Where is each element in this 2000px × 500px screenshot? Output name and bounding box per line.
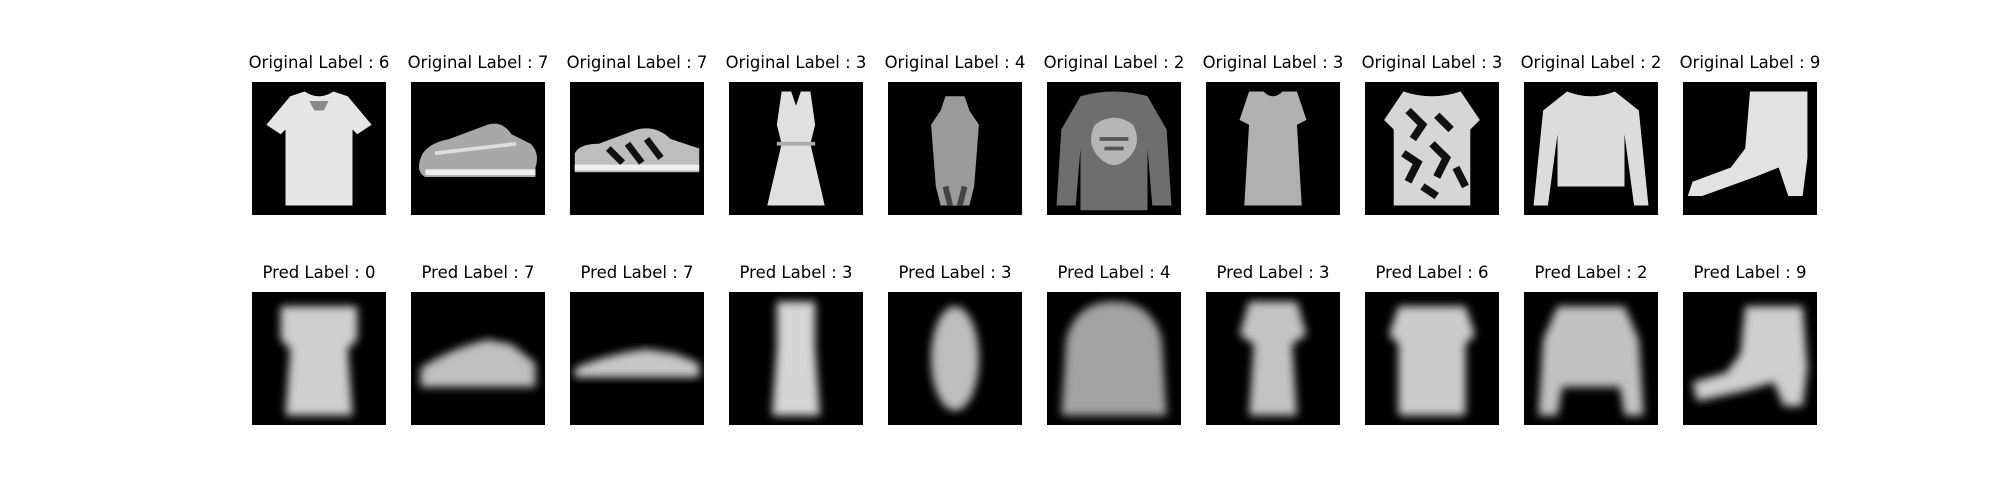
original-label: Original Label : 6 (248, 53, 390, 72)
pred-label: Pred Label : 0 (262, 263, 376, 282)
reconstruction-image (1683, 292, 1817, 425)
original-label: Original Label : 3 (725, 53, 867, 72)
dress-image (729, 82, 863, 215)
pred-cell: Pred Label : 0 (252, 263, 386, 425)
original-label: Original Label : 9 (1679, 53, 1821, 72)
reconstruction-image (729, 292, 863, 425)
original-label: Original Label : 7 (407, 53, 549, 72)
pred-cell: Pred Label : 4 (1047, 263, 1181, 425)
original-cell: Original Label : 2 (1521, 53, 1661, 215)
reconstruction-image (1365, 292, 1499, 425)
patterned-top-image (1365, 82, 1499, 215)
original-cell: Original Label : 9 (1680, 53, 1820, 215)
pred-cell: Pred Label : 3 (1206, 263, 1340, 425)
original-label: Original Label : 3 (1361, 53, 1503, 72)
pred-label: Pred Label : 4 (1057, 263, 1171, 282)
pred-label: Pred Label : 3 (898, 263, 1012, 282)
pred-cell: Pred Label : 6 (1365, 263, 1499, 425)
pred-cell: Pred Label : 3 (888, 263, 1022, 425)
original-cell: Original Label : 3 (726, 53, 866, 215)
pred-row: Pred Label : 0 Pred Label : 7 Pred Label… (0, 263, 2000, 443)
pred-label: Pred Label : 9 (1693, 263, 1807, 282)
reconstruction-image (1524, 292, 1658, 425)
pred-label: Pred Label : 3 (739, 263, 853, 282)
pred-cell: Pred Label : 2 (1524, 263, 1658, 425)
pred-cell: Pred Label : 7 (570, 263, 704, 425)
longsleeve-image (1524, 82, 1658, 215)
pred-cell: Pred Label : 9 (1683, 263, 1817, 425)
pred-cell: Pred Label : 3 (729, 263, 863, 425)
original-cell: Original Label : 7 (408, 53, 548, 215)
pred-label: Pred Label : 7 (421, 263, 535, 282)
sneaker-image (570, 82, 704, 215)
pred-label: Pred Label : 2 (1534, 263, 1648, 282)
ankle-boot-image (1683, 82, 1817, 215)
original-label: Original Label : 3 (1202, 53, 1344, 72)
original-label: Original Label : 7 (566, 53, 708, 72)
original-cell: Original Label : 3 (1362, 53, 1502, 215)
original-label: Original Label : 2 (1043, 53, 1185, 72)
pred-label: Pred Label : 6 (1375, 263, 1489, 282)
pred-cell: Pred Label : 7 (411, 263, 545, 425)
original-cell: Original Label : 4 (885, 53, 1025, 215)
original-label: Original Label : 4 (884, 53, 1026, 72)
reconstruction-image (570, 292, 704, 425)
reconstruction-image (252, 292, 386, 425)
pred-label: Pred Label : 3 (1216, 263, 1330, 282)
pred-label: Pred Label : 7 (580, 263, 694, 282)
reconstruction-image (1206, 292, 1340, 425)
reconstruction-image (888, 292, 1022, 425)
reconstruction-image (1047, 292, 1181, 425)
original-row: Original Label : 6 Original Label : 7 Or… (0, 53, 2000, 233)
sneaker-image (411, 82, 545, 215)
original-cell: Original Label : 6 (249, 53, 389, 215)
pullover-image (1047, 82, 1181, 215)
tshirt-image (252, 82, 386, 215)
reconstruction-image (411, 292, 545, 425)
coat-image (888, 82, 1022, 215)
original-cell: Original Label : 2 (1044, 53, 1184, 215)
dress-image (1206, 82, 1340, 215)
original-label: Original Label : 2 (1520, 53, 1662, 72)
original-cell: Original Label : 3 (1203, 53, 1343, 215)
original-cell: Original Label : 7 (567, 53, 707, 215)
